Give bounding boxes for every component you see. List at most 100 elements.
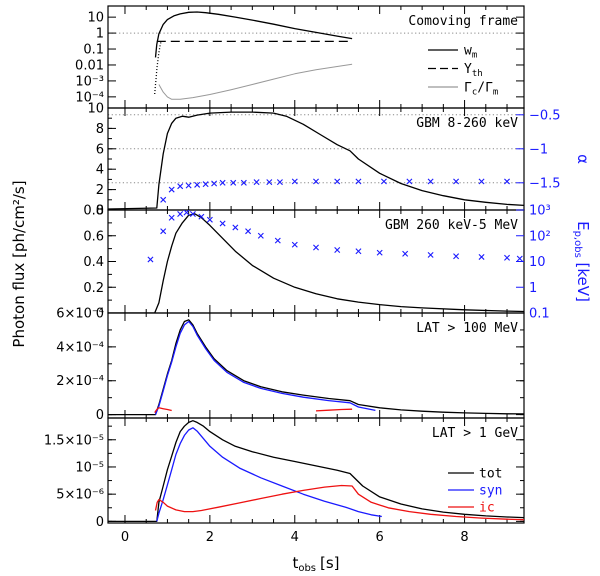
- y-tick-label: 4: [96, 163, 104, 178]
- y-tick-label: 0.1: [83, 43, 104, 58]
- marker-alpha-4: [194, 181, 201, 188]
- y-tick-label: 0.2: [83, 281, 104, 296]
- marker-Ep-10: [245, 228, 252, 235]
- marker-alpha-0: [160, 196, 167, 203]
- x-axis-label: tobs [s]: [292, 554, 339, 574]
- marker-alpha-7: [219, 179, 226, 186]
- right-y-tick-label: −0.5: [529, 108, 561, 123]
- right-y-tick-label: 10³: [529, 204, 551, 219]
- y-tick-label: 1: [96, 27, 104, 42]
- x-tick-label: 0: [121, 530, 129, 545]
- panel-gbm8: 0 2 4 6 8 10 −0.5 −1 −1.5 GBM 8-260 keV α: [87, 102, 592, 219]
- panel-title: GBM 8-260 keV: [416, 116, 518, 131]
- marker-alpha-8: [230, 179, 237, 186]
- y-tick-label: 6×10⁻⁴: [56, 307, 104, 322]
- y-tick-label: 0: [96, 204, 104, 219]
- marker-Ep-9: [232, 224, 239, 231]
- y-tick-label: 0.4: [83, 255, 104, 270]
- series-syn: [156, 427, 382, 522]
- marker-Ep-16: [355, 248, 362, 255]
- y-tick-label: 10⁻⁵: [75, 460, 104, 475]
- y-tick-label: 1.5×10⁻⁵: [44, 433, 104, 448]
- y-tick-label: 10: [87, 102, 104, 117]
- right-y-tick-label: −1.5: [529, 176, 561, 191]
- series-Γ_c/Γ_m: [158, 63, 353, 100]
- legend-label: ic: [479, 501, 495, 516]
- marker-Ep-7: [206, 216, 213, 223]
- y-tick-label: 4×10⁻⁴: [56, 340, 104, 355]
- x-tick-label: 4: [291, 530, 299, 545]
- marker-alpha-13: [291, 178, 298, 185]
- legend-label: Yth: [464, 62, 483, 79]
- marker-Ep-2: [168, 214, 175, 221]
- marker-alpha-15: [334, 178, 341, 185]
- marker-Ep-18: [402, 250, 409, 257]
- y-tick-label: 6: [96, 142, 104, 157]
- marker-Ep-1: [160, 228, 167, 235]
- right-y-tick-label: −1: [529, 142, 548, 157]
- panel-gbm260: 0 0.2 0.4 0.6 0.8 10³ 10² 10 1 0.1 GBM 260 keV-5 M…: [83, 204, 592, 322]
- marker-Ep-19: [427, 251, 434, 258]
- y-tick-label: 2×10⁻⁴: [56, 374, 104, 389]
- marker-Ep-15: [334, 246, 341, 253]
- series-flux: [108, 111, 524, 210]
- marker-Ep-12: [274, 237, 281, 244]
- marker-Ep-8: [219, 220, 226, 227]
- marker-Ep-14: [313, 244, 319, 251]
- panel-lat100: 0 2×10⁻⁴ 4×10⁻⁴ 6×10⁻⁴ LAT > 100 MeV: [56, 307, 525, 423]
- y-tick-label: 0: [96, 307, 104, 322]
- series-syn: [154, 320, 376, 415]
- y-tick-label: 10: [87, 11, 104, 26]
- legend-label: syn: [479, 484, 502, 499]
- panel-title: Comoving frame: [408, 14, 518, 29]
- series-w_m: [154, 11, 353, 58]
- marker-alpha-14: [313, 178, 319, 185]
- y-tick-label: 10⁻³: [75, 74, 104, 89]
- marker-alpha-11: [266, 179, 273, 186]
- x-tick-label: 2: [206, 530, 214, 545]
- marker-alpha-2: [177, 183, 184, 190]
- series-ic-late: [315, 408, 353, 412]
- series-ic: [154, 484, 524, 521]
- marker-alpha-18: [406, 178, 413, 185]
- marker-Ep-17: [376, 249, 383, 256]
- marker-Ep-3: [177, 211, 184, 217]
- right-y-tick-label: 1: [529, 281, 537, 296]
- marker-alpha-17: [380, 178, 387, 185]
- series-early-dotted: [154, 41, 162, 95]
- marker-Ep-13: [291, 241, 298, 248]
- marker-Ep-22: [504, 254, 511, 261]
- y-tick-label: 0.01: [75, 58, 104, 73]
- marker-Ep-4: [183, 210, 190, 216]
- y-tick-label: 2: [96, 183, 104, 198]
- series-tot: [108, 420, 524, 523]
- marker-alpha-1: [168, 186, 175, 193]
- legend-label: tot: [479, 467, 502, 482]
- y-tick-label: 8: [96, 122, 104, 137]
- marker-alpha-20: [453, 178, 460, 185]
- y-tick-label: 0: [96, 408, 104, 423]
- marker-alpha-12: [276, 179, 283, 186]
- marker-alpha-6: [211, 180, 218, 187]
- y-tick-label: 10⁻⁴: [75, 90, 104, 105]
- marker-Ep-6: [198, 213, 205, 220]
- y-tick-label: 5×10⁻⁶: [56, 488, 104, 503]
- y-tick-label: 0.8: [83, 204, 104, 219]
- right-y-tick-label: 0.1: [529, 307, 550, 322]
- panel-title: LAT > 1 GeV: [432, 426, 518, 441]
- x-tick-label: 8: [460, 530, 468, 545]
- marker-alpha-9: [240, 179, 247, 186]
- legend-label: wm: [464, 44, 477, 61]
- legend-label: Γc/Γm: [464, 81, 498, 98]
- marker-alpha-22: [504, 178, 511, 185]
- marker-alpha-3: [185, 182, 192, 189]
- marker-alpha-16: [355, 178, 362, 185]
- marker-alpha-19: [427, 178, 434, 185]
- marker-Ep-0: [147, 256, 154, 263]
- y-tick-label: 0: [96, 515, 104, 530]
- y-axis-label: Photon flux [ph/cm²/s]: [10, 180, 28, 347]
- right-y-tick-label: 10²: [529, 229, 551, 244]
- panel-title: GBM 260 keV-5 MeV: [385, 218, 518, 233]
